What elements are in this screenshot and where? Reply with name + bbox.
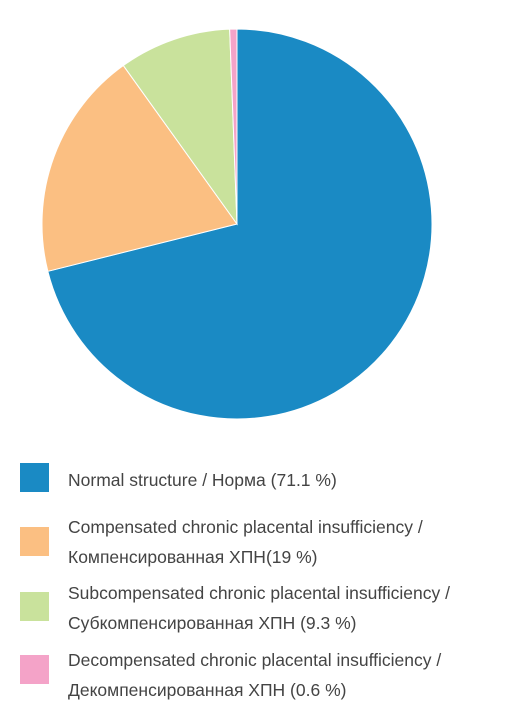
legend-swatch [20, 655, 49, 684]
legend-swatch [20, 527, 49, 556]
pie-slice [229, 28, 238, 225]
legend-label: Normal structure / Норма (71.1 %) [68, 470, 337, 490]
legend-label: Subcompensated chronic placental insuffi… [68, 583, 450, 633]
pie-slice [122, 28, 238, 226]
pie-area [41, 28, 433, 420]
pie-slice [47, 28, 433, 420]
legend-swatch [20, 463, 49, 492]
legend-label: Compensated chronic placental insufficie… [68, 517, 423, 567]
legend-swatch [20, 592, 49, 621]
pie-slice [41, 64, 238, 272]
legend-label: Decompensated chronic placental insuffic… [68, 650, 442, 700]
